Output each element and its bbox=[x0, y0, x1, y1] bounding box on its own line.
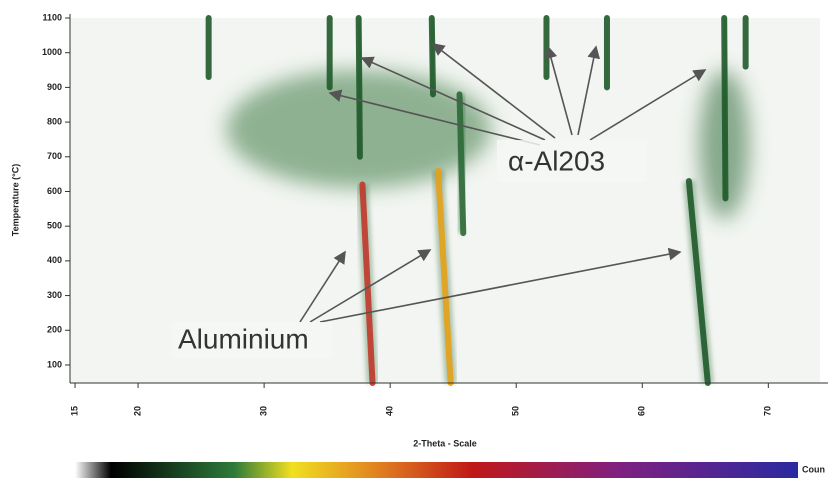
x-tick-label: 70 bbox=[763, 406, 773, 416]
x-tick-label: 60 bbox=[637, 406, 647, 416]
x-tick-label: 15 bbox=[69, 406, 79, 416]
y-tick-label: 900 bbox=[47, 82, 62, 92]
y-tick-label: 300 bbox=[47, 290, 62, 300]
y-tick-label: 1000 bbox=[42, 47, 62, 57]
colorbar-label: Coun bbox=[802, 464, 825, 474]
y-tick-label: 200 bbox=[47, 325, 62, 335]
streak bbox=[359, 18, 360, 157]
x-tick-label: 50 bbox=[511, 406, 521, 416]
annotation: Aluminium bbox=[178, 323, 309, 354]
streak bbox=[459, 94, 463, 233]
y-tick-label: 1100 bbox=[42, 12, 62, 22]
chart: Temperature (°C) 2-Theta - Scale Coun α-… bbox=[0, 0, 830, 480]
streak bbox=[432, 18, 433, 94]
y-axis-title: Temperature (°C) bbox=[10, 164, 20, 236]
y-tick-label: 100 bbox=[47, 359, 62, 369]
x-tick-label: 30 bbox=[258, 406, 268, 416]
y-tick-label: 500 bbox=[47, 221, 62, 231]
streak bbox=[724, 18, 725, 198]
annotation: α-Al203 bbox=[508, 145, 605, 176]
colorbar bbox=[75, 462, 798, 478]
x-axis-title: 2-Theta - Scale bbox=[413, 438, 477, 448]
y-tick-label: 700 bbox=[47, 151, 62, 161]
y-tick-label: 400 bbox=[47, 255, 62, 265]
x-tick-label: 20 bbox=[132, 406, 142, 416]
y-tick-label: 800 bbox=[47, 116, 62, 126]
y-tick-label: 600 bbox=[47, 186, 62, 196]
x-tick-label: 40 bbox=[385, 406, 395, 416]
